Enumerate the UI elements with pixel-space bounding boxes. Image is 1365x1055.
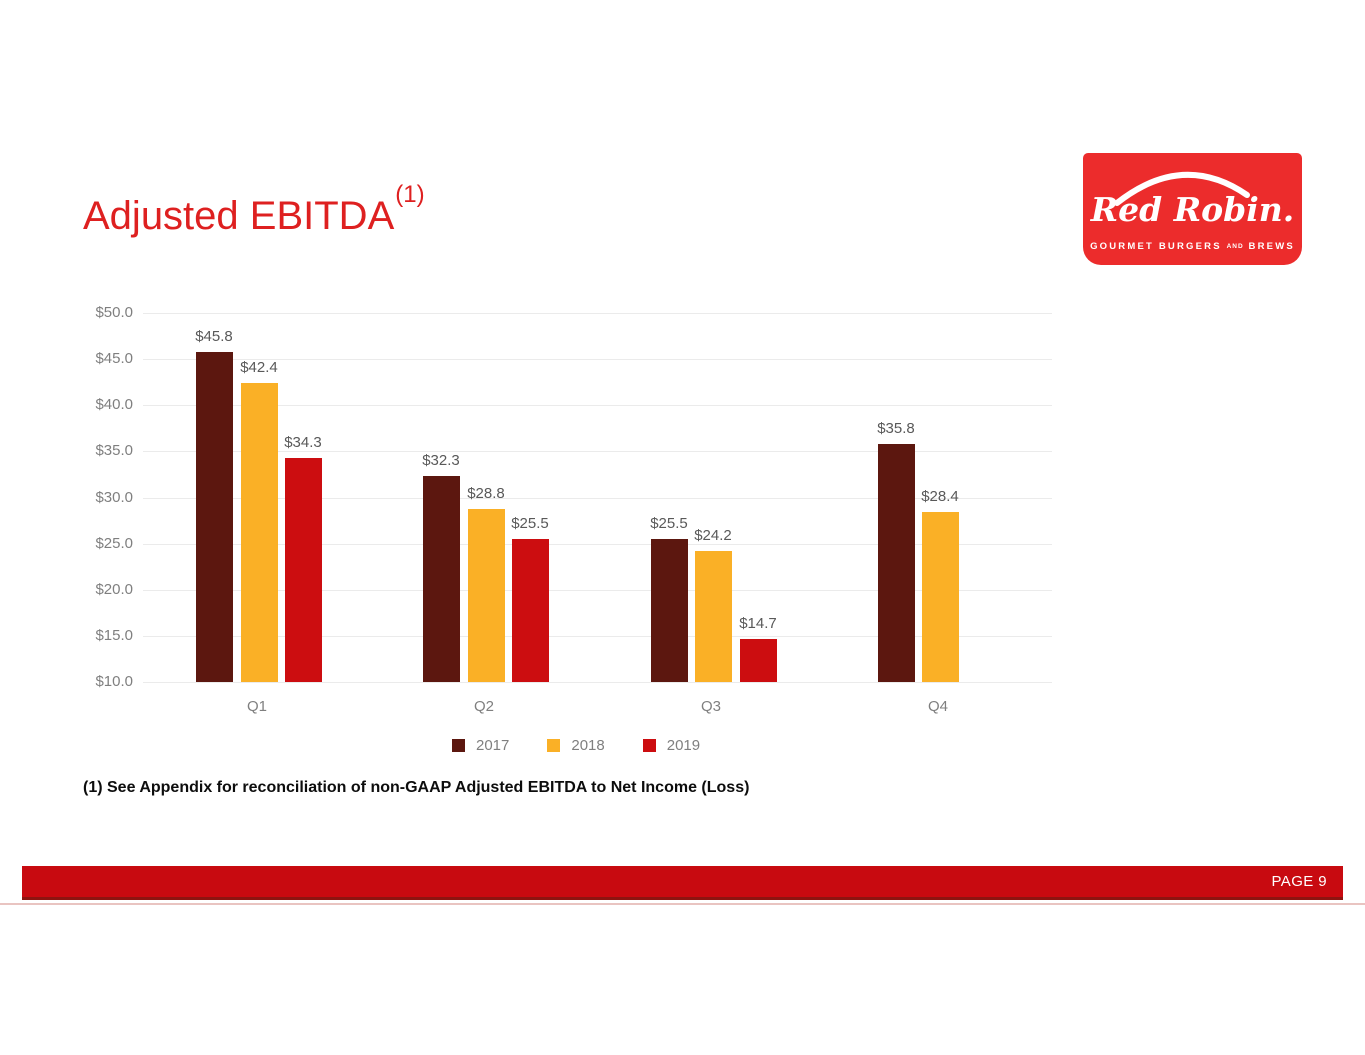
logo-brand-name: Red Robin. — [1090, 190, 1295, 229]
footer-faint-line — [0, 903, 1365, 905]
y-axis-tick-label: $30.0 — [95, 489, 133, 506]
red-robin-logo: Red Robin. GOURMET BURGERS AND BREWS — [1083, 153, 1302, 265]
x-axis-category-label: Q4 — [927, 698, 948, 715]
bar-value-label: $34.3 — [284, 434, 322, 451]
chart-legend: 2017 2018 2019 — [452, 737, 700, 754]
logo-tagline-and: AND — [1226, 243, 1244, 250]
y-axis-tick-label: $50.0 — [95, 304, 133, 321]
page-title-text: Adjusted EBITDA — [83, 194, 395, 238]
bar-2018-q4 — [922, 512, 959, 682]
logo-tagline: GOURMET BURGERS AND BREWS — [1083, 241, 1302, 252]
gridline — [143, 359, 1052, 360]
y-axis-tick-label: $45.0 — [95, 350, 133, 367]
bar-value-label: $45.8 — [195, 328, 233, 345]
legend-swatch-2018 — [547, 739, 561, 752]
legend-swatch-2017 — [452, 739, 465, 752]
gridline — [143, 405, 1052, 406]
bar-value-label: $42.4 — [240, 359, 278, 376]
page-number: PAGE 9 — [1271, 873, 1327, 890]
logo-tagline-left: GOURMET BURGERS — [1090, 241, 1222, 252]
footnote: (1) See Appendix for reconciliation of n… — [83, 779, 750, 796]
bar-2018-q1 — [241, 383, 278, 682]
bar-value-label: $25.5 — [511, 515, 549, 532]
logo-tagline-right: BREWS — [1248, 241, 1295, 252]
bar-value-label: $28.8 — [467, 485, 505, 502]
bar-value-label: $32.3 — [422, 452, 460, 469]
bar-2017-q4 — [878, 444, 915, 682]
y-axis-tick-label: $10.0 — [95, 673, 133, 690]
bar-2017-q3 — [651, 539, 688, 682]
y-axis-tick-label: $40.0 — [95, 396, 133, 413]
gridline — [143, 636, 1052, 637]
bar-value-label: $28.4 — [921, 488, 959, 505]
bar-value-label: $24.2 — [694, 527, 732, 544]
legend-label: 2019 — [666, 737, 701, 754]
gridline — [143, 451, 1052, 452]
x-axis-category-label: Q3 — [700, 698, 721, 715]
gridline — [143, 313, 1052, 314]
legend-item-2018: 2018 — [547, 737, 605, 754]
gridline — [143, 498, 1052, 499]
y-axis-tick-label: $20.0 — [95, 581, 133, 598]
legend-label: 2018 — [571, 737, 605, 754]
bar-2019-q3 — [740, 639, 777, 682]
bar-2019-q2 — [512, 539, 549, 682]
bar-value-label: $35.8 — [877, 420, 915, 437]
bar-2017-q2 — [423, 476, 460, 682]
title-superscript: (1) — [395, 180, 425, 208]
bar-2019-q1 — [285, 458, 322, 682]
legend-item-2019: 2019 — [642, 737, 701, 754]
y-axis-tick-label: $15.0 — [95, 627, 133, 644]
bar-value-label: $25.5 — [650, 515, 688, 532]
bar-2018-q3 — [695, 551, 732, 682]
legend-label: 2017 — [476, 737, 510, 754]
bar-2017-q1 — [196, 352, 233, 682]
bar-value-label: $14.7 — [739, 615, 777, 632]
bar-2018-q2 — [468, 509, 505, 682]
gridline — [143, 682, 1052, 683]
gridline — [143, 590, 1052, 591]
page-title: Adjusted EBITDA(1) — [83, 181, 425, 238]
footer-bar: PAGE 9 — [22, 866, 1343, 900]
x-axis-category-label: Q2 — [473, 698, 494, 715]
legend-swatch-2019 — [642, 739, 656, 752]
y-axis-tick-label: $35.0 — [95, 442, 133, 459]
logo-swoosh-icon — [1114, 171, 1250, 206]
x-axis-category-label: Q1 — [246, 698, 267, 715]
gridline — [143, 544, 1052, 545]
y-axis-tick-label: $25.0 — [95, 535, 133, 552]
legend-item-2017: 2017 — [452, 737, 509, 754]
